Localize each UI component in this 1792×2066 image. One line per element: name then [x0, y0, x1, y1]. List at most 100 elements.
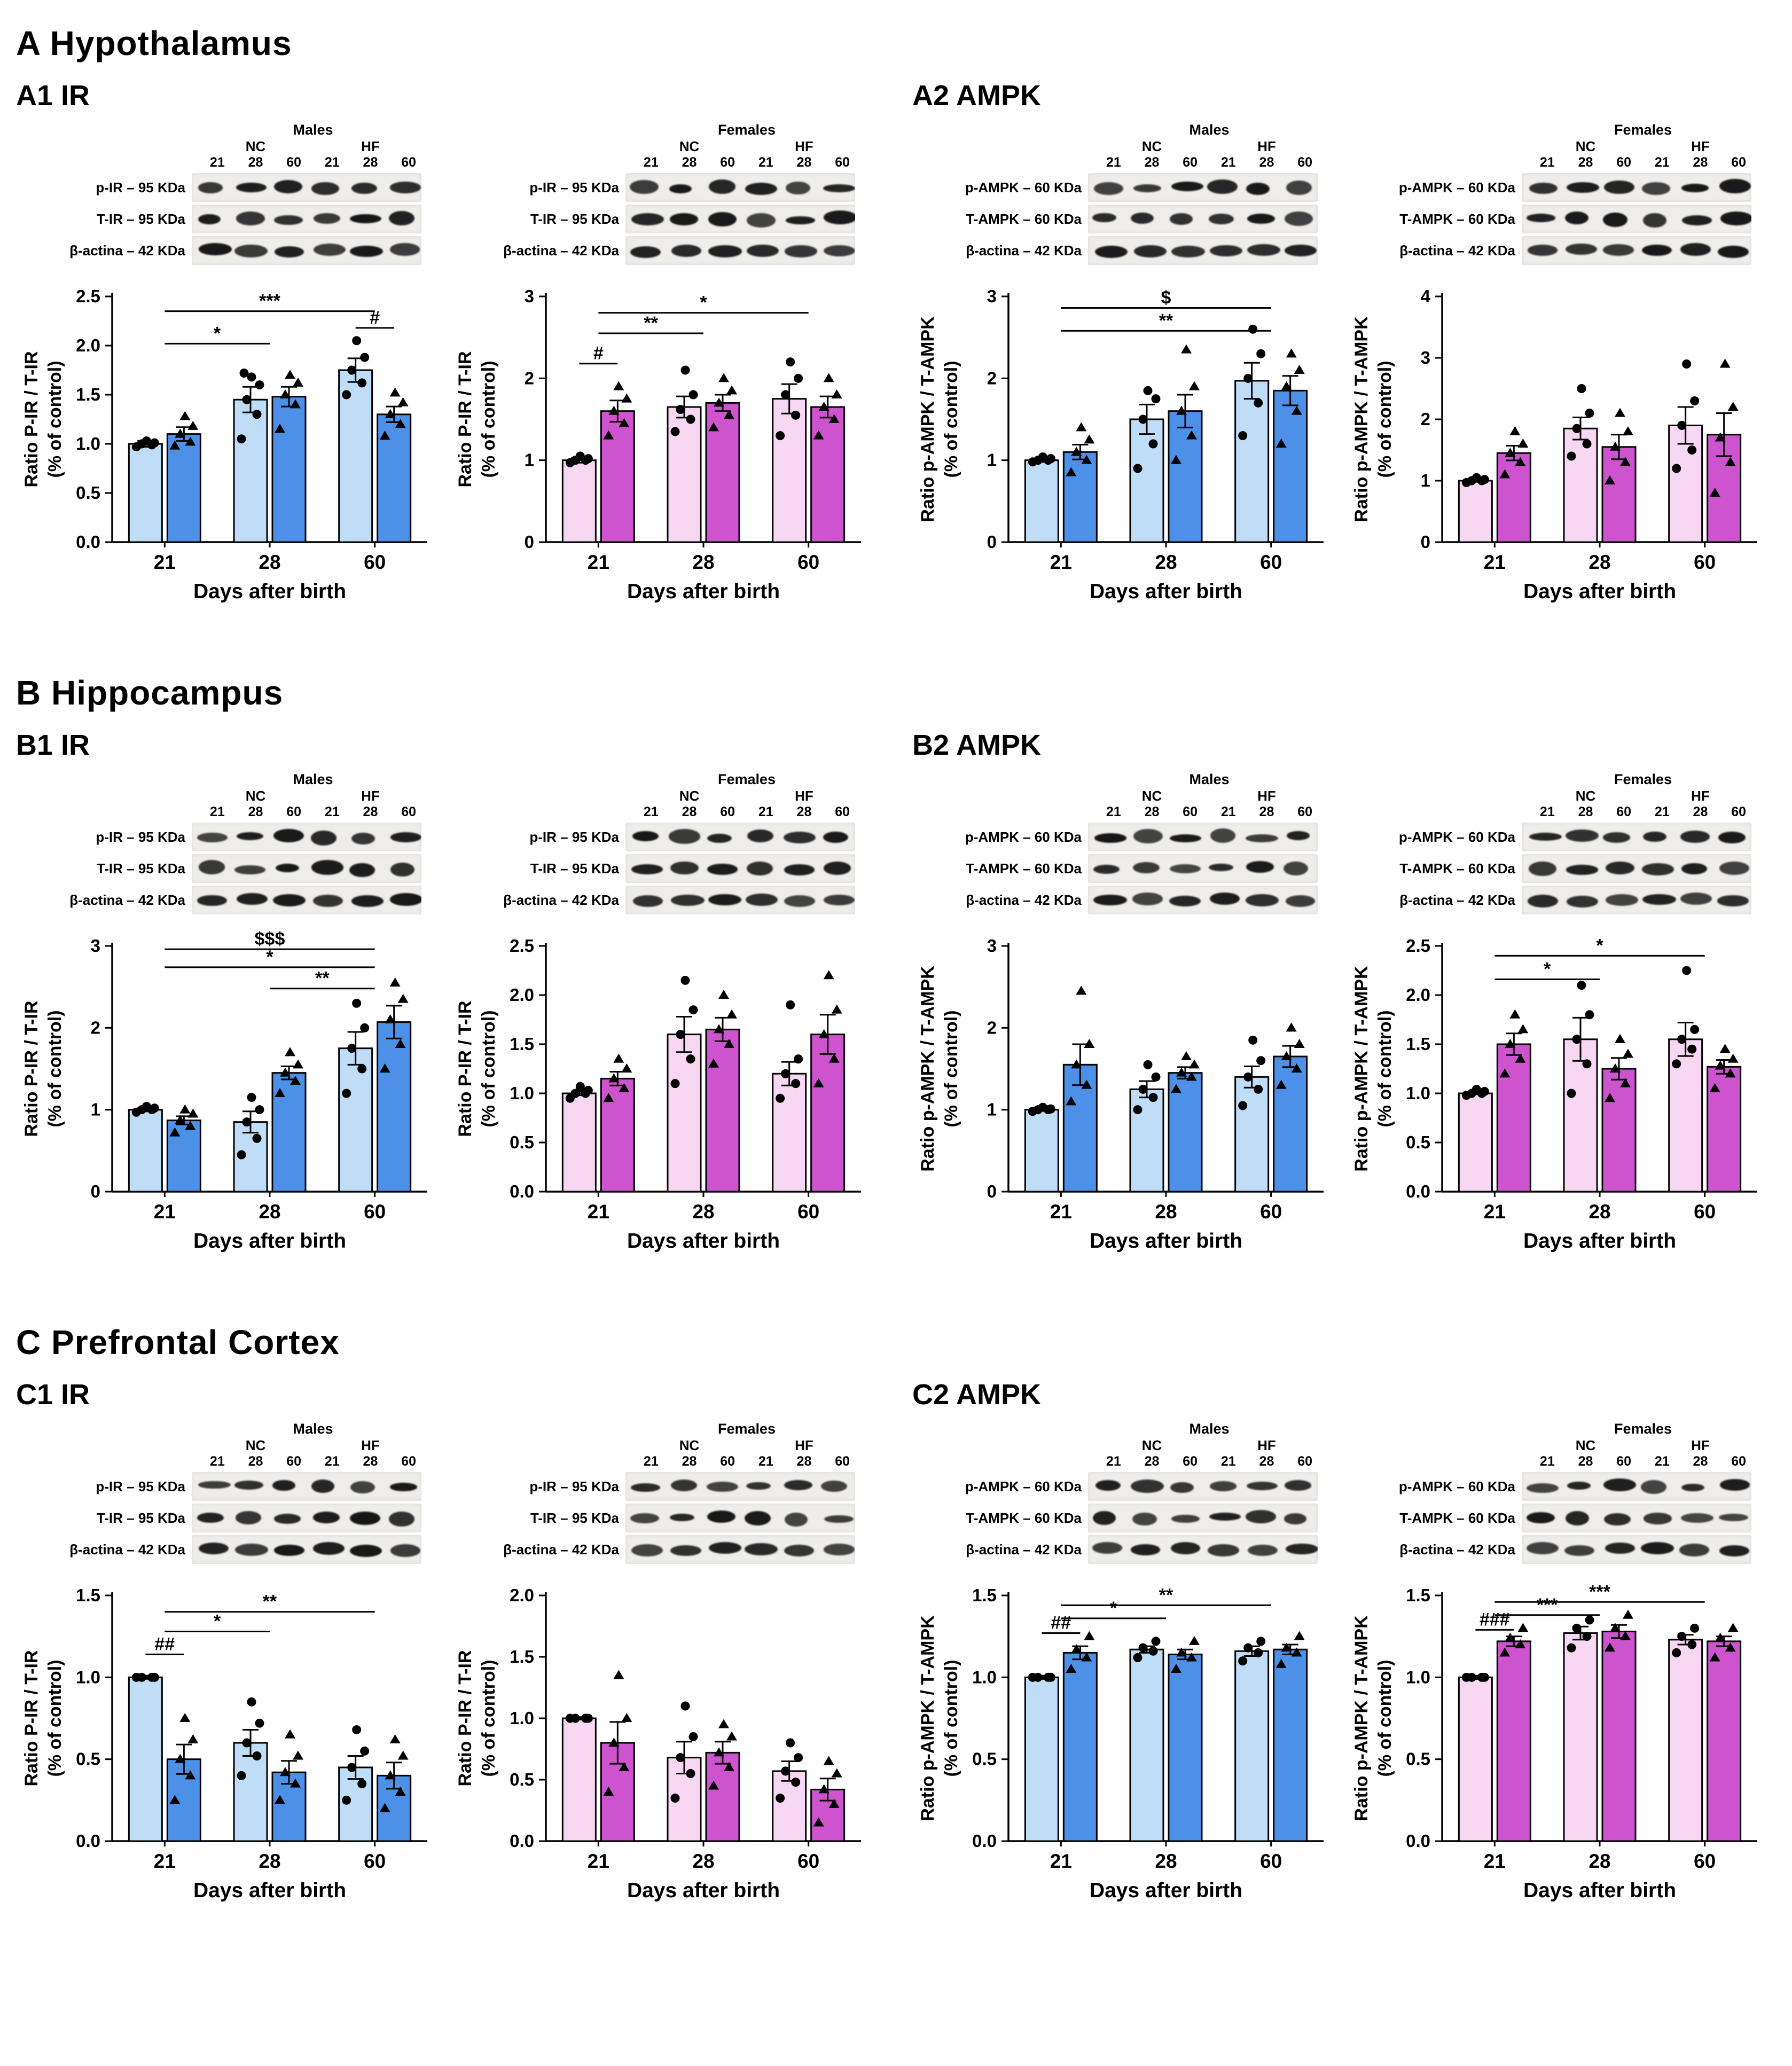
y-tick-label: 0.5: [972, 1749, 997, 1769]
protein-band: [783, 832, 816, 844]
protein-band: [311, 1480, 334, 1493]
x-axis-label: Days after birth: [1090, 1879, 1242, 1902]
data-point-triangle: [823, 1756, 834, 1765]
data-point-circle: [1133, 464, 1143, 473]
data-point-triangle: [1620, 1078, 1631, 1087]
lane-age-label: 28: [796, 155, 812, 170]
lane-age-labels: 21 28 60 21 28 60: [632, 1454, 862, 1469]
protein-band: [1094, 833, 1126, 843]
y-tick-label: 1.0: [510, 1083, 534, 1103]
bar-chart: 0.0 0.5 1.0 1.5 21 28 60 Days after birth Ratio …: [21, 1585, 427, 1902]
bar-28-HF: [271, 396, 307, 543]
protein-band: [707, 864, 738, 875]
category-label: 21: [1050, 551, 1072, 573]
protein-label: T-IR – 95 KDa: [530, 860, 619, 877]
data-point-triangle: [813, 430, 824, 440]
blot-sex-label: Males: [1189, 771, 1230, 787]
protein-label: p-AMPK – 60 KDa: [965, 179, 1082, 195]
protein-band: [1094, 182, 1123, 195]
x-axis-label: Days after birth: [193, 580, 346, 603]
y-tick-label: 0: [987, 532, 997, 552]
significance-label: ***: [259, 291, 280, 311]
diet-group-label: HF: [361, 138, 380, 154]
data-point-triangle: [1176, 405, 1187, 415]
protein-band: [1680, 892, 1712, 905]
diet-group-label: NC: [1141, 1437, 1162, 1453]
data-point-triangle: [1071, 1644, 1082, 1654]
panel-row-b: B1 IR Males NC HF 21 28 60 21 28 60 p-IR – 95 KDa…: [16, 726, 1776, 1264]
blot-sex-label: Females: [717, 1421, 776, 1437]
data-point-triangle: [1176, 1647, 1187, 1657]
data-point-circle: [237, 1150, 246, 1160]
y-axis-label-2: (% of control): [1375, 361, 1395, 478]
data-point-triangle: [831, 1768, 842, 1778]
y-tick-label: 3: [1421, 348, 1430, 367]
y-tick-label: 0.0: [510, 1831, 534, 1851]
data-point-circle: [239, 369, 249, 378]
protein-band: [747, 245, 779, 257]
diet-group-labels: NC HF: [198, 1437, 428, 1454]
data-point-triangle: [1620, 1631, 1631, 1640]
data-point-triangle: [385, 1770, 396, 1780]
y-axis-label-2: (% of control): [941, 1660, 961, 1777]
data-point-circle: [1672, 1648, 1681, 1657]
protein-label: p-AMPK – 60 KDa: [1398, 1478, 1515, 1494]
protein-band: [1564, 1545, 1595, 1556]
protein-band: [1720, 212, 1751, 225]
data-point-triangle: [389, 387, 401, 397]
data-point-circle: [242, 395, 252, 404]
bar-28-HF: [705, 1028, 740, 1193]
protein-band: [784, 1480, 812, 1490]
diet-group-labels: NC HF: [632, 138, 862, 155]
diet-group-label: NC: [245, 788, 266, 804]
protein-band: [670, 1479, 697, 1491]
protein-band: [1529, 182, 1558, 194]
protein-band: [670, 894, 705, 906]
blot-band-strip: [625, 173, 855, 202]
protein-band: [1093, 865, 1120, 874]
data-point-circle: [1687, 445, 1697, 455]
data-point-triangle: [818, 402, 830, 411]
diet-group-label: HF: [795, 1437, 813, 1453]
diet-group-label: NC: [1575, 788, 1596, 804]
protein-band: [349, 246, 384, 257]
blot-row: T-IR – 95 KDa: [465, 854, 862, 883]
data-point-circle: [347, 1763, 357, 1772]
data-point-circle: [1133, 1653, 1143, 1663]
data-point-triangle: [1727, 402, 1739, 411]
data-point-triangle: [1623, 1048, 1633, 1058]
blot-row: β-actina – 42 KDa: [32, 236, 428, 265]
protein-band: [1526, 1541, 1559, 1555]
data-point-triangle: [603, 1093, 614, 1102]
subplots-c2: Males NC HF 21 28 60 21 28 60 p-AMPK – 60 KDa T-AM…: [912, 1421, 1774, 1913]
data-point-circle: [1143, 1060, 1153, 1069]
data-point-circle: [1690, 1623, 1700, 1633]
data-point-triangle: [1071, 447, 1082, 456]
blot-row: p-AMPK – 60 KDa: [928, 1472, 1324, 1501]
protein-band: [1209, 1481, 1237, 1491]
data-point-triangle: [1181, 344, 1192, 354]
blot-row: T-AMPK – 60 KDa: [1361, 205, 1758, 233]
data-point-triangle: [1081, 1652, 1092, 1662]
protein-band: [1526, 1512, 1555, 1523]
protein-band: [312, 894, 343, 907]
data-point-circle: [1138, 414, 1148, 424]
data-point-triangle: [1605, 475, 1615, 484]
blot-band-strip: [192, 1472, 421, 1501]
category-label: 60: [364, 1850, 386, 1872]
lane-age-labels: 21 28 60 21 28 60: [632, 155, 862, 170]
y-tick-label: 2.5: [510, 936, 534, 956]
y-tick-label: 2.0: [1406, 985, 1430, 1005]
protein-band: [1526, 214, 1556, 222]
data-point-triangle: [1725, 1642, 1736, 1652]
diet-group-label: HF: [361, 788, 380, 804]
data-point-circle: [680, 365, 690, 375]
data-point-circle: [360, 1746, 370, 1756]
protein-band: [709, 1542, 742, 1554]
lane-age-label: 21: [324, 804, 340, 819]
data-point-triangle: [1076, 985, 1087, 995]
y-tick-label: 2.0: [76, 335, 100, 355]
data-point-triangle: [1515, 1053, 1526, 1063]
data-point-triangle: [621, 1063, 632, 1073]
protein-band: [745, 1543, 778, 1556]
